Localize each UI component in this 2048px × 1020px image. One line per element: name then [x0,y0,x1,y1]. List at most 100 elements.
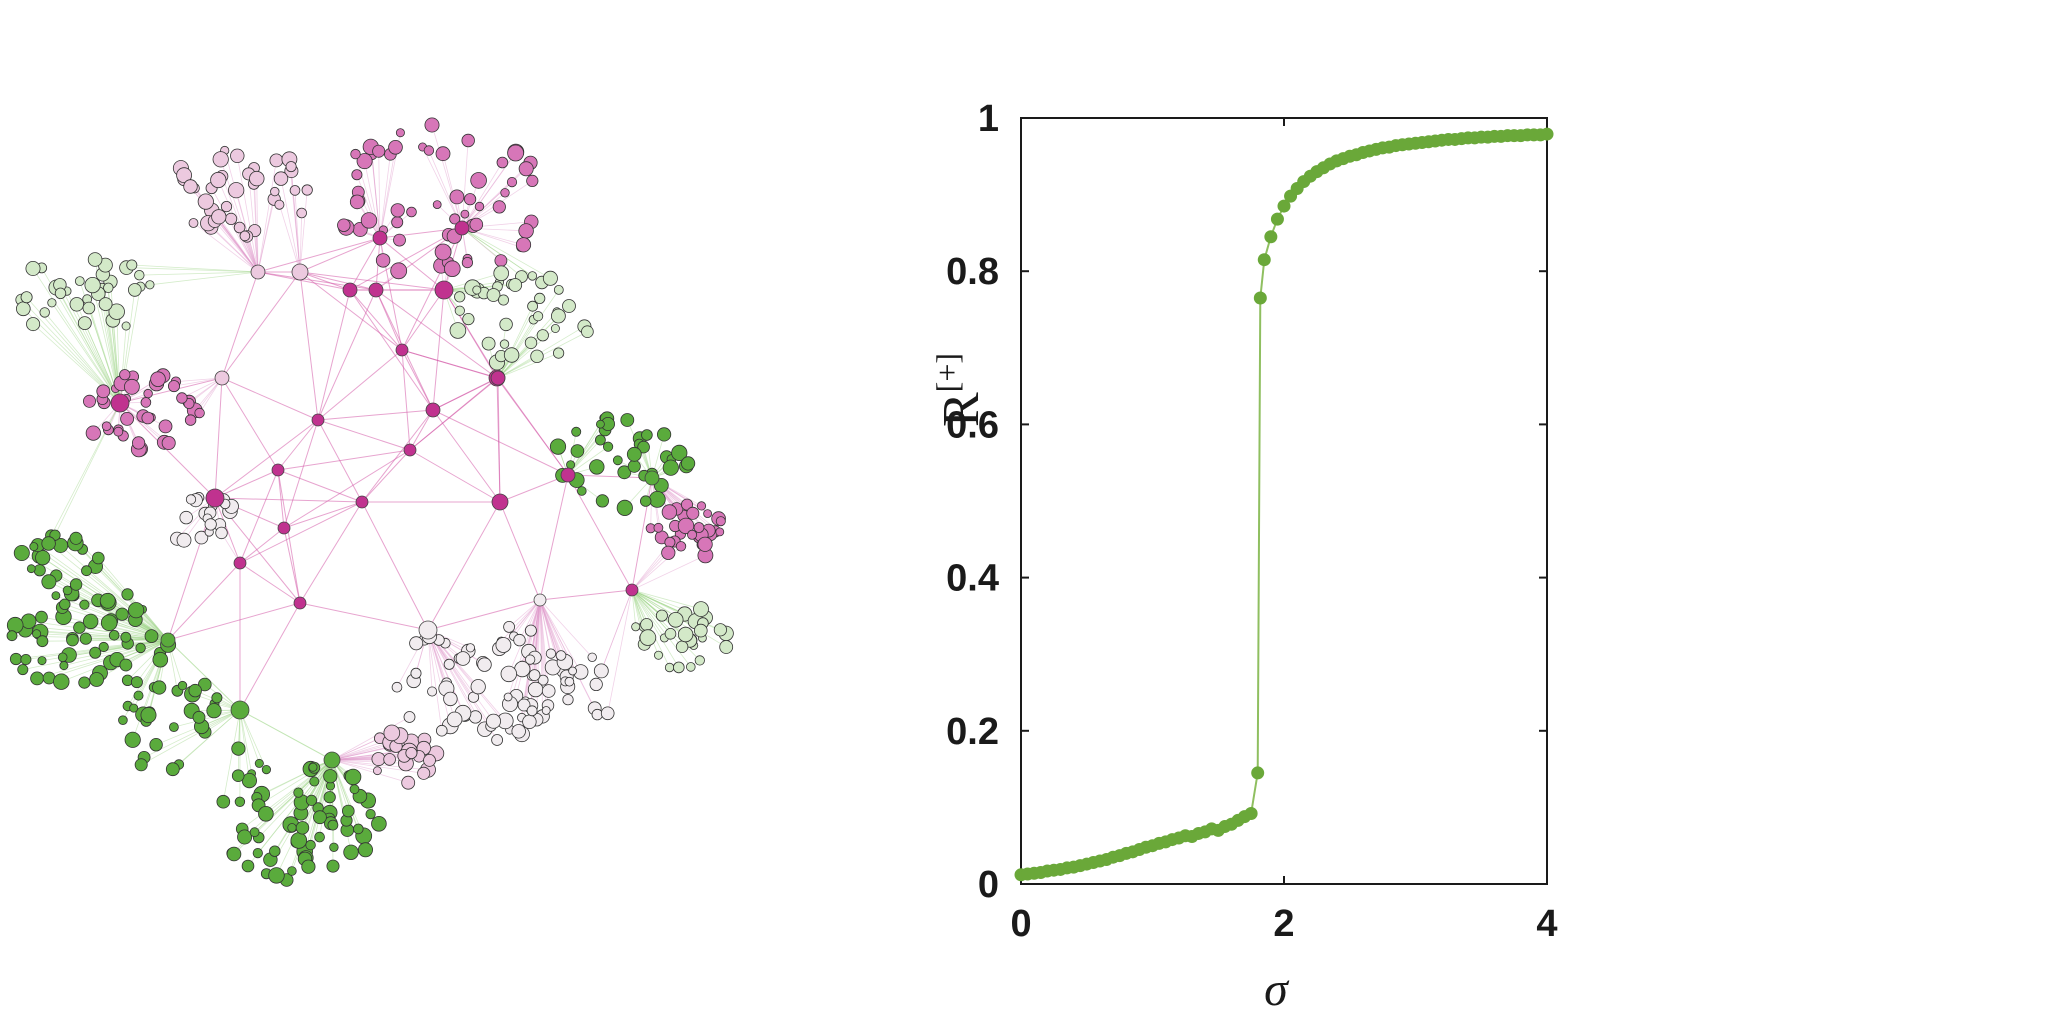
network-edge [461,227,502,261]
network-edge [221,271,301,379]
network-hub [644,470,660,486]
network-node [549,438,567,455]
network-node [89,672,104,687]
data-point [1251,766,1265,780]
network-edge [461,162,503,229]
network-node [352,823,364,835]
network-edge [279,204,301,273]
network-node [120,631,132,643]
network-edge [349,289,403,351]
network-edge [172,709,241,770]
network-node [555,650,567,661]
network-edge [139,271,259,276]
network-edge [181,377,223,399]
network-node [472,285,482,295]
network-node [120,411,134,426]
network-node [675,541,687,552]
network-edge [631,589,702,610]
axis-ticks: 0 0.2 0.4 0.6 0.8 1 0 2 4 [946,98,1557,945]
network-hub [160,632,176,648]
network-edge [239,562,301,604]
network-edge [607,589,633,714]
data-point [1257,253,1271,267]
network-node [469,217,484,232]
network-node [463,193,477,206]
network-edge [427,629,451,726]
network-edge [539,599,552,654]
data-point [1244,807,1258,821]
network-edge [361,501,429,631]
network-hub [372,230,388,246]
network-node [231,769,245,782]
network-edge [214,377,223,499]
network-edge [427,629,466,716]
y-tick-label: 1 [978,98,999,140]
network-node [542,270,558,286]
network-node [197,193,214,210]
network-node [360,212,378,229]
network-node [383,724,401,742]
network-edge [167,639,241,711]
network-node [270,186,280,197]
network-node [161,435,176,450]
network-node [51,591,61,600]
network-node [204,518,217,531]
network-edge [534,599,541,658]
network-node [66,633,79,647]
network-node [617,465,632,480]
network-node [268,867,285,884]
network-node [454,305,465,316]
network-node [570,444,585,458]
network-edge [119,402,165,443]
network-node [566,460,576,470]
network-node [301,859,316,874]
network-node [287,866,297,876]
network-node [693,623,708,638]
network-edge [110,620,169,641]
network-node [672,661,685,674]
network-node [503,692,513,702]
network-node [443,691,458,707]
network-node [388,140,403,155]
network-edge [499,501,541,601]
network-node [713,623,728,637]
network-edge [257,199,275,273]
network-node [98,641,109,653]
network-node [481,336,496,351]
network-node [82,613,99,630]
network-node [261,764,271,775]
network-node [527,300,538,312]
network-node [252,847,263,859]
network-edge [317,419,411,451]
network-edge [236,155,259,273]
network-edge [127,594,169,641]
network-node [356,153,373,170]
network-node [357,842,373,858]
network-node [403,711,416,723]
network-hub [214,370,230,386]
network-node [249,827,260,838]
network-edge [432,377,499,411]
network-node [541,706,551,715]
network-edge [427,501,501,631]
network-node [84,276,101,294]
network-edge [600,589,633,672]
network-edge [401,227,463,351]
network-node [552,347,565,359]
network-node [211,692,223,704]
network-node [183,179,198,194]
network-node [390,262,408,280]
network-node [99,592,116,609]
network-node [424,117,440,133]
x-tick-label: 0 [1010,903,1031,945]
network-node [526,174,539,187]
data-point [1277,199,1291,213]
network-edge [432,289,445,411]
network-node [126,259,138,271]
network-edge [356,174,381,239]
network-node [134,758,148,772]
network-edge [218,216,259,273]
network-edge [371,154,381,239]
network-node [571,426,582,437]
network-node [152,680,167,695]
